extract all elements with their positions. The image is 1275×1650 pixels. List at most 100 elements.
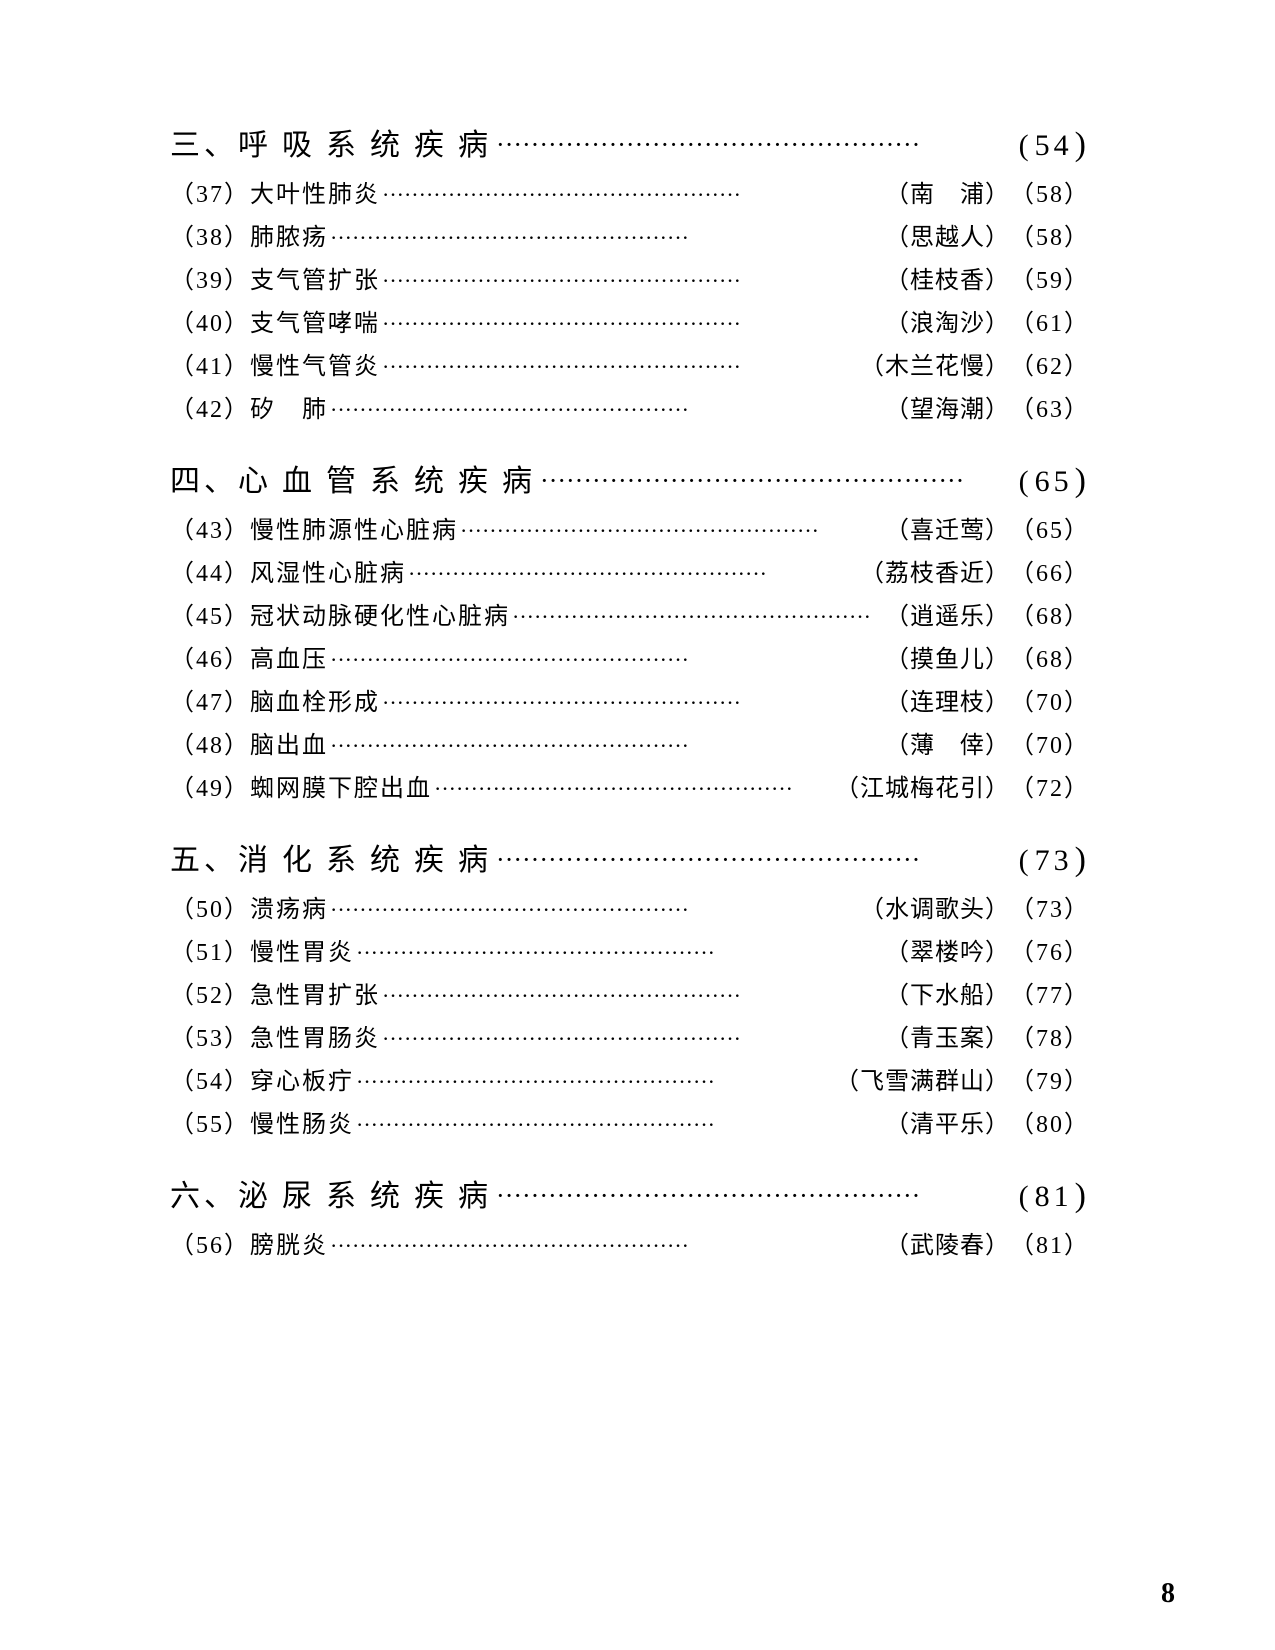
entry-number: （54） — [170, 1070, 250, 1094]
dot-leader: ········································… — [536, 466, 1019, 496]
entry-page: （58） — [1010, 183, 1090, 207]
entry-number: （53） — [170, 1027, 250, 1051]
entry-subtitle: （浪淘沙） — [885, 312, 1010, 336]
entry-title: 高血压 — [250, 648, 328, 672]
entry-number: （43） — [170, 519, 250, 543]
dot-leader: ········································… — [380, 356, 860, 378]
entry-page: （78） — [1010, 1027, 1090, 1051]
entry-page: （59） — [1010, 269, 1090, 293]
entry-number: （50） — [170, 898, 250, 922]
entry-subtitle: （木兰花慢） — [860, 355, 1010, 379]
entry-subtitle: （荔枝香近） — [860, 562, 1010, 586]
dot-leader: ········································… — [380, 184, 885, 206]
toc-entry-row: （51）慢性胃炎································… — [170, 941, 1090, 965]
entry-number: （41） — [170, 355, 250, 379]
entry-page: （58） — [1010, 226, 1090, 250]
entry-number: （48） — [170, 734, 250, 758]
entry-subtitle: （水调歌头） — [860, 898, 1010, 922]
dot-leader: ········································… — [380, 985, 885, 1007]
toc-entry-row: （41）慢性气管炎·······························… — [170, 355, 1090, 379]
entry-title: 脑血栓形成 — [250, 691, 380, 715]
toc-entry-row: （50）溃疡病·································… — [170, 898, 1090, 922]
toc-entry-row: （49）蜘网膜下腔出血·····························… — [170, 777, 1090, 801]
entry-subtitle: （清平乐） — [885, 1113, 1010, 1137]
entry-page: （70） — [1010, 734, 1090, 758]
toc-entry-row: （37）大叶性肺炎·······························… — [170, 183, 1090, 207]
entry-number: （56） — [170, 1234, 250, 1258]
entry-title: 矽 肺 — [250, 398, 328, 422]
entry-title: 穿心板疔 — [250, 1070, 354, 1094]
entry-page: （70） — [1010, 691, 1090, 715]
toc-entry-row: （42）矽 肺·································… — [170, 398, 1090, 422]
dot-leader: ········································… — [328, 227, 885, 249]
entry-title: 慢性胃炎 — [250, 941, 354, 965]
toc-entry-row: （38）肺脓疡·································… — [170, 226, 1090, 250]
entry-subtitle: （摸鱼儿） — [885, 648, 1010, 672]
toc-entry-row: （46）高血压·································… — [170, 648, 1090, 672]
dot-leader: ········································… — [354, 942, 885, 964]
dot-leader: ········································… — [328, 649, 885, 671]
entry-number: （55） — [170, 1113, 250, 1137]
entry-page: （80） — [1010, 1113, 1090, 1137]
entry-page: （76） — [1010, 941, 1090, 965]
section-heading-row: 五、消 化 系 统 疾 病···························… — [170, 835, 1090, 879]
entry-title: 慢性肠炎 — [250, 1113, 354, 1137]
entry-number: （49） — [170, 777, 250, 801]
entry-number: （44） — [170, 562, 250, 586]
toc-entry-row: （52）急性胃扩张·······························… — [170, 984, 1090, 1008]
entry-title: 肺脓疡 — [250, 226, 328, 250]
entry-subtitle: （薄 倖） — [885, 734, 1010, 758]
section-title: 五、消 化 系 统 疾 病 — [170, 835, 492, 879]
entry-page: （65） — [1010, 519, 1090, 543]
dot-leader: ········································… — [492, 1181, 1019, 1211]
toc-entry-row: （54）穿心板疔································… — [170, 1070, 1090, 1094]
entry-page: （77） — [1010, 984, 1090, 1008]
entry-subtitle: （南 浦） — [885, 183, 1010, 207]
dot-leader: ········································… — [380, 1028, 885, 1050]
entry-title: 蜘网膜下腔出血 — [250, 777, 432, 801]
toc-entry-row: （43）慢性肺源性心脏病····························… — [170, 519, 1090, 543]
dot-leader: ········································… — [328, 899, 860, 921]
toc-page: 三、呼 吸 系 统 疾 病 ···························… — [170, 120, 1090, 1277]
entry-subtitle: （飞雪满群山） — [835, 1070, 1010, 1094]
entry-number: （46） — [170, 648, 250, 672]
toc-entry-row: （39）支气管扩张·······························… — [170, 269, 1090, 293]
entry-page: （62） — [1010, 355, 1090, 379]
section-heading-row: 六、泌 尿 系 统 疾 病···························… — [170, 1171, 1090, 1215]
section-title: 四、心 血 管 系 统 疾 病 — [170, 456, 536, 500]
entry-title: 溃疡病 — [250, 898, 328, 922]
entry-subtitle: （江城梅花引） — [835, 777, 1010, 801]
entry-title: 慢性气管炎 — [250, 355, 380, 379]
entry-subtitle: （喜迁莺） — [885, 519, 1010, 543]
entry-subtitle: （思越人） — [885, 226, 1010, 250]
entry-subtitle: （武陵春） — [885, 1234, 1010, 1258]
entry-subtitle: （青玉案） — [885, 1027, 1010, 1051]
toc-entry-row: （56）膀胱炎·································… — [170, 1234, 1090, 1258]
entry-title: 急性胃肠炎 — [250, 1027, 380, 1051]
entry-page: （81） — [1010, 1234, 1090, 1258]
toc-entry-row: （48）脑出血·································… — [170, 734, 1090, 758]
entry-page: （66） — [1010, 562, 1090, 586]
entry-page: （63） — [1010, 398, 1090, 422]
dot-leader: ········································… — [380, 270, 885, 292]
dot-leader: ········································… — [406, 563, 860, 585]
entry-number: （37） — [170, 183, 250, 207]
entry-subtitle: （翠楼吟） — [885, 941, 1010, 965]
dot-leader: ········································… — [354, 1071, 835, 1093]
dot-leader: ········································… — [328, 399, 885, 421]
dot-leader: ········································… — [354, 1114, 885, 1136]
entry-title: 冠状动脉硬化性心脏病 — [250, 605, 510, 629]
section-page: (81) — [1019, 1177, 1090, 1215]
toc-entry-row: （45）冠状动脉硬化性心脏病··························… — [170, 605, 1090, 629]
toc-entry-row: （40）支气管哮喘·······························… — [170, 312, 1090, 336]
entry-number: （42） — [170, 398, 250, 422]
entry-subtitle: （望海潮） — [885, 398, 1010, 422]
entry-page: （73） — [1010, 898, 1090, 922]
section-title: 三、呼 吸 系 统 疾 病 — [170, 120, 492, 164]
section-heading-row: 三、呼 吸 系 统 疾 病···························… — [170, 120, 1090, 164]
dot-leader: ········································… — [492, 845, 1019, 875]
entry-number: （51） — [170, 941, 250, 965]
entry-number: （38） — [170, 226, 250, 250]
section-heading-row: 四、心 血 管 系 统 疾 病·························… — [170, 456, 1090, 500]
toc-entry-row: （44）风湿性心脏病······························… — [170, 562, 1090, 586]
